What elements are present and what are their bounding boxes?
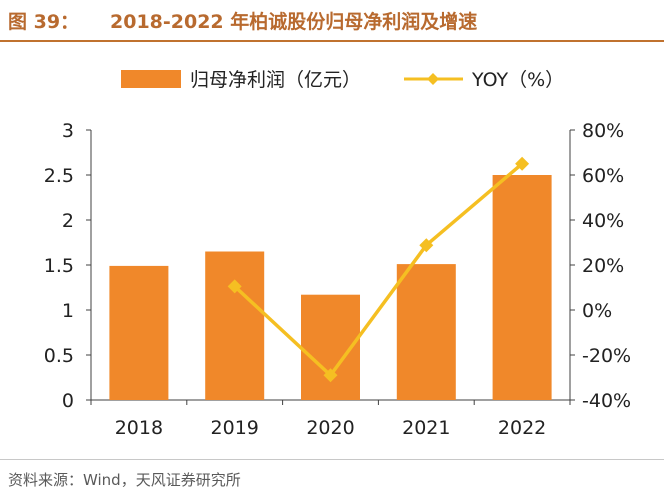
source-note: 资料来源：Wind，天风证券研究所	[8, 471, 241, 489]
plot-area: 0 0.5 1 1.5 2 2.5 3 -40% -20% 0% 20% 40% 60% 80% 2018 2…	[44, 120, 631, 439]
x-tick-label: 2018	[115, 417, 163, 439]
x-tick-label: 2019	[211, 417, 259, 439]
y-left-tick-label: 2	[62, 210, 74, 232]
x-tick-label: 2022	[498, 417, 546, 439]
footer-divider	[0, 459, 664, 460]
y-left-tick-label: 3	[62, 120, 74, 142]
bar-2021	[396, 264, 456, 400]
y-right-tick-label: 80%	[582, 120, 624, 142]
x-tick-label: 2021	[402, 417, 450, 439]
y-left-tick-label: 1.5	[44, 255, 74, 277]
y-right-tick-label: 40%	[582, 210, 624, 232]
legend-line-marker	[427, 73, 439, 85]
legend-bar-swatch	[121, 70, 181, 88]
y-left-tick-label: 0.5	[44, 345, 74, 367]
figure-header: 图 39： 2018-2022 年柏诚股份归母净利润及增速	[0, 0, 664, 44]
chart-title: 2018-2022 年柏诚股份归母净利润及增速	[110, 11, 478, 33]
combo-chart: 归母净利润（亿元） YOY（%） 0 0.5 1 1.5 2 2.5 3 -40% -20% 0%…	[44, 69, 631, 439]
y-right-tick-label: -20%	[582, 345, 631, 367]
yoy-point-2020	[323, 368, 338, 383]
y-right-tick-label: 0%	[582, 300, 612, 322]
y-left-tick-label: 0	[62, 390, 74, 412]
y-left-tick-label: 1	[62, 300, 74, 322]
yoy-line	[233, 162, 524, 377]
y-left-tick-label: 2.5	[44, 165, 74, 187]
x-tick-label: 2020	[306, 417, 354, 439]
legend-line-label: YOY（%）	[471, 69, 564, 91]
y-right-tick-label: 60%	[582, 165, 624, 187]
yoy-point-2019	[227, 279, 242, 294]
header-divider	[0, 40, 664, 42]
y-right-tick-label: 20%	[582, 255, 624, 277]
figure-label: 图 39：	[8, 11, 80, 33]
y-right-tick-label: -40%	[582, 390, 631, 412]
bar-2022	[492, 175, 552, 400]
bar-2019	[205, 251, 265, 400]
yoy-point-2022	[515, 156, 530, 171]
yoy-point-2021	[419, 238, 434, 253]
bar-2018	[109, 265, 169, 400]
legend-bar-label: 归母净利润（亿元）	[190, 69, 361, 91]
legend: 归母净利润（亿元） YOY（%）	[121, 69, 564, 91]
